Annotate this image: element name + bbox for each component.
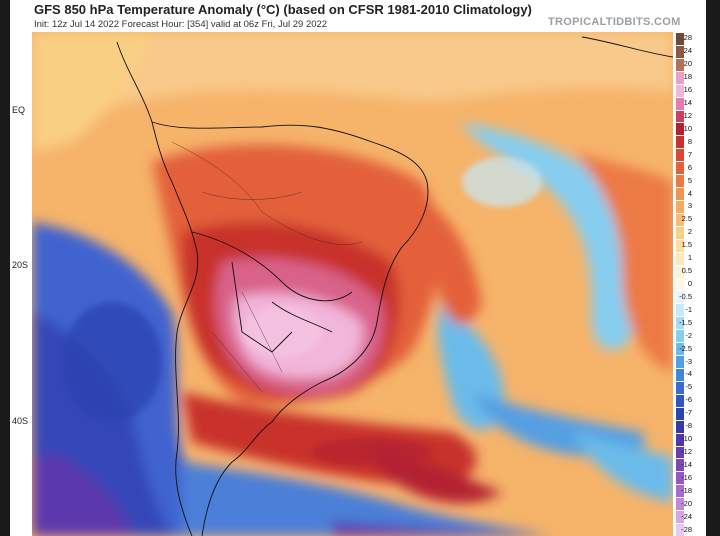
legend-label: -6 xyxy=(685,395,692,405)
legend-swatch xyxy=(676,303,684,317)
legend-label: -8 xyxy=(685,421,692,431)
legend-swatch xyxy=(676,290,684,304)
legend-label: -1 xyxy=(685,304,692,314)
brand-watermark: TROPICALTIDBITS.COM xyxy=(548,16,681,28)
legend-swatch xyxy=(676,368,684,381)
legend-label: 2 xyxy=(687,227,692,237)
legend-label: -0.5 xyxy=(679,291,692,301)
coastlines xyxy=(116,36,673,536)
legend-label: 5 xyxy=(687,175,692,185)
legend-label: 20 xyxy=(683,59,692,69)
legend-swatch xyxy=(676,109,684,123)
legend-label: -2 xyxy=(685,330,692,340)
legend-label: 0.5 xyxy=(681,266,692,276)
legend-swatch xyxy=(676,497,684,511)
legend-label: -18 xyxy=(681,485,692,495)
legend-swatch xyxy=(676,523,684,536)
legend-swatch xyxy=(676,187,684,200)
legend-label: 6 xyxy=(687,162,692,172)
legend-swatch xyxy=(676,471,684,485)
legend-swatch xyxy=(676,277,684,291)
legend-label: 3 xyxy=(687,201,692,211)
right-frame-border xyxy=(706,0,720,536)
legend-swatch xyxy=(676,57,684,71)
legend-swatch xyxy=(676,355,684,368)
lat-label-equator: EQ xyxy=(12,105,26,115)
legend-label: 28 xyxy=(683,33,692,43)
lat-label-20s: 20S xyxy=(12,260,29,270)
legend-swatch xyxy=(676,432,684,446)
legend-swatch xyxy=(676,342,684,356)
legend-label: 4 xyxy=(687,188,692,198)
legend-swatch xyxy=(676,83,684,97)
legend-label: 2.5 xyxy=(681,214,692,224)
legend-label: -3 xyxy=(685,356,692,366)
legend-swatch xyxy=(676,458,684,472)
legend-label: 12 xyxy=(683,111,692,120)
legend-label: -5 xyxy=(685,382,692,392)
legend-swatch xyxy=(676,510,684,524)
legend-swatch xyxy=(676,148,684,162)
legend-label: 10 xyxy=(683,123,692,133)
legend-swatch xyxy=(676,419,684,433)
legend-swatch xyxy=(676,238,684,252)
legend-swatch xyxy=(676,445,684,459)
legend-label: -12 xyxy=(681,447,692,456)
legend-label: -14 xyxy=(681,459,692,469)
legend-label: -16 xyxy=(681,472,692,482)
legend-label: -10 xyxy=(681,434,692,444)
legend-swatch xyxy=(676,70,684,84)
legend-swatch xyxy=(676,316,684,330)
legend-swatch xyxy=(676,225,684,239)
map-graphic xyxy=(32,32,673,536)
legend-swatch xyxy=(676,32,684,45)
legend-label: 7 xyxy=(687,149,692,159)
color-scale-legend: 28 24 20 18 16 14 12 10 8 7 6 5 4 3 2.5 2 1.5 1 0.5 0 -0.5 -1… xyxy=(676,32,692,536)
country-borders xyxy=(171,141,363,393)
legend-label: 16 xyxy=(683,85,692,95)
legend-label: -4 xyxy=(685,369,692,379)
legend-label: 14 xyxy=(683,98,692,108)
map-title: GFS 850 hPa Temperature Anomaly (°C) (ba… xyxy=(34,2,532,17)
legend-swatch xyxy=(676,135,684,149)
legend-label: -20 xyxy=(681,498,692,508)
legend-swatch xyxy=(676,44,684,58)
legend-swatch xyxy=(676,406,684,420)
legend-label: 1.5 xyxy=(681,240,692,250)
legend-swatch xyxy=(676,122,684,136)
legend-swatch xyxy=(676,174,684,188)
legend-label: 1 xyxy=(687,253,692,263)
legend-label: -1.5 xyxy=(679,317,692,327)
legend-label: 8 xyxy=(687,136,692,146)
map-subtitle: Init: 12z Jul 14 2022 Forecast Hour: [35… xyxy=(34,19,328,30)
legend-swatch xyxy=(676,329,684,343)
legend-swatch xyxy=(676,264,684,278)
legend-swatch xyxy=(676,251,684,265)
legend-swatch xyxy=(676,96,684,110)
legend-swatch xyxy=(676,484,684,498)
legend-label: 24 xyxy=(683,46,692,56)
temperature-anomaly-map xyxy=(32,32,673,536)
legend-swatch xyxy=(676,380,684,394)
legend-label: 18 xyxy=(683,72,692,82)
legend-label: -2.5 xyxy=(679,343,692,353)
legend-label: -28 xyxy=(681,524,692,534)
legend-label: 0 xyxy=(687,279,692,288)
lat-label-40s: 40S xyxy=(12,416,29,426)
legend-label: -24 xyxy=(681,511,692,521)
legend-swatch xyxy=(676,200,684,213)
left-frame-border xyxy=(0,0,10,536)
legend-swatch xyxy=(676,212,684,226)
legend-label: -7 xyxy=(685,408,692,418)
legend-swatch xyxy=(676,393,684,407)
legend-swatch xyxy=(676,161,684,175)
